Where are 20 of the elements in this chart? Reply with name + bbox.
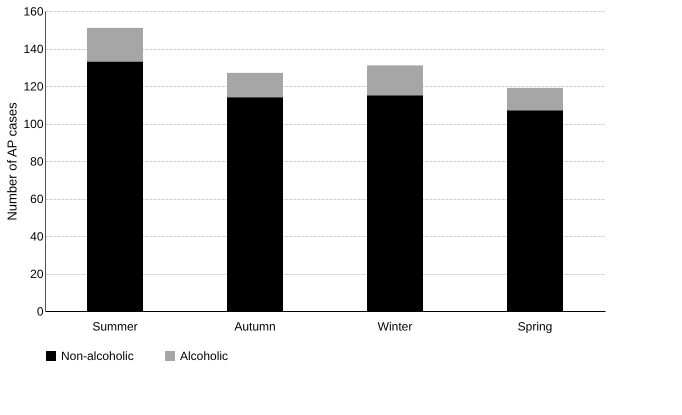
x-tick-label: Autumn: [234, 320, 276, 334]
bar: [227, 72, 283, 98]
y-tick-label: 120: [23, 80, 44, 94]
bar: [367, 65, 423, 96]
y-tick-label: 100: [23, 117, 44, 131]
y-tick-label: 20: [30, 267, 44, 281]
x-tick-label: Summer: [92, 320, 138, 334]
legend-label: Alcoholic: [180, 349, 228, 363]
y-tick-label: 160: [23, 4, 44, 18]
bar: [87, 28, 143, 62]
bar: [507, 88, 563, 110]
legend-label: Non-alcoholic: [61, 349, 134, 363]
x-tick-label: Winter: [378, 320, 412, 334]
y-tick-label: 40: [30, 230, 44, 244]
y-tick-label: 0: [36, 304, 44, 318]
y-axis-title: Number of AP cases: [4, 102, 20, 221]
y-tick-label: 80: [30, 154, 44, 168]
x-tick-label: Spring: [518, 320, 552, 334]
y-tick-label: 140: [23, 42, 44, 56]
y-tick-label: 60: [30, 192, 44, 206]
